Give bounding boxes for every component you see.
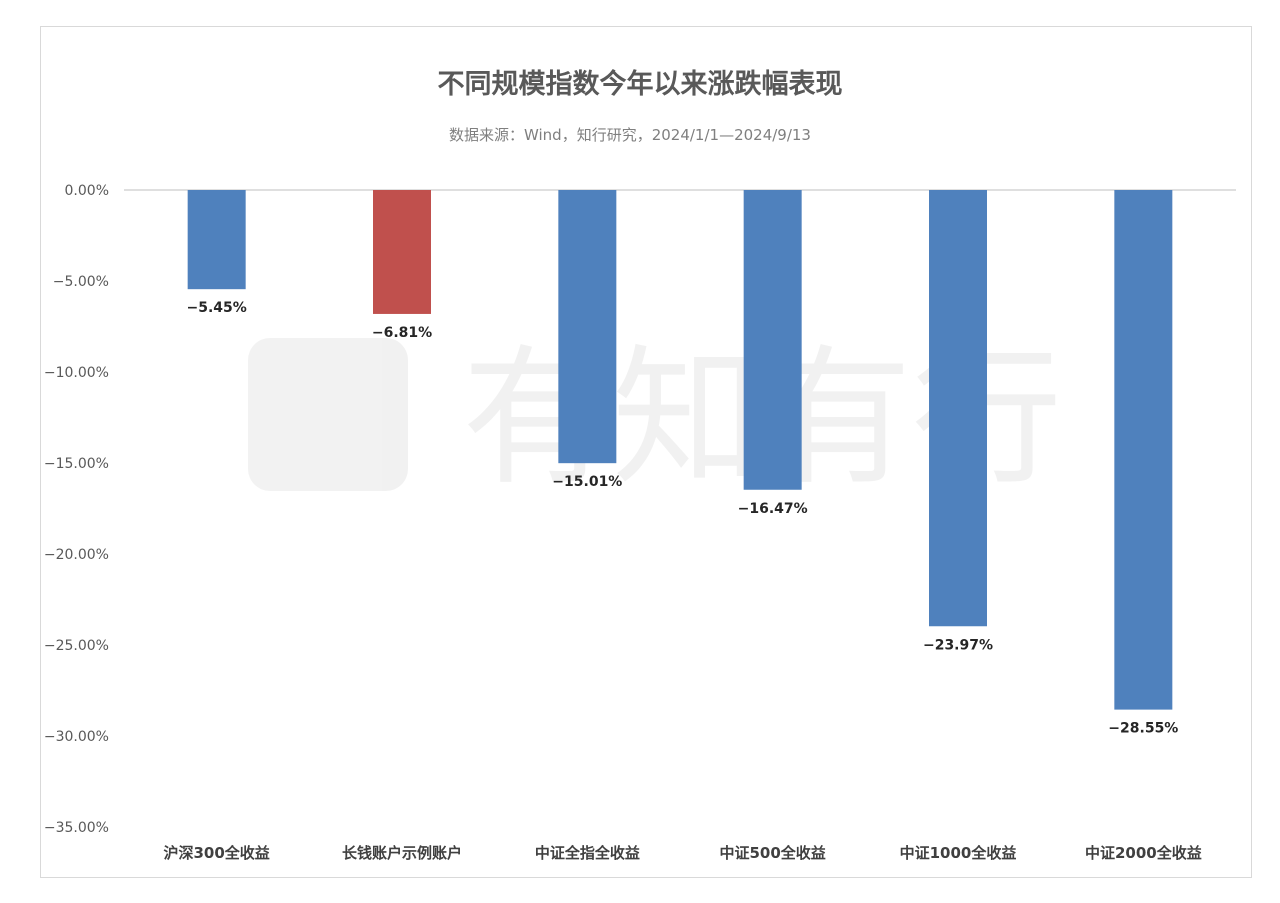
- y-tick-label: −20.00%: [44, 547, 109, 563]
- x-category-label: 长钱账户示例账户: [342, 844, 462, 862]
- bar: [187, 190, 246, 290]
- bar: [1114, 190, 1173, 710]
- chart-subtitle: 数据来源：Wind，知行研究，2024/1/1—2024/9/13: [449, 126, 811, 144]
- bar: [929, 190, 987, 627]
- data-labels: −5.45% −6.81% −15.01% −16.47% −23.97% −28.55%: [187, 300, 1179, 736]
- bar: [558, 190, 617, 464]
- data-label: −6.81%: [372, 325, 432, 341]
- x-category-label: 中证全指全收益: [535, 844, 640, 862]
- y-tick-label: −30.00%: [44, 729, 109, 745]
- x-category-label: 沪深300全收益: [164, 844, 270, 862]
- y-tick-label: −15.00%: [44, 456, 109, 472]
- y-tick-label: −35.00%: [44, 820, 109, 836]
- x-category-label: 中证500全收益: [720, 844, 826, 862]
- x-category-label: 中证1000全收益: [900, 844, 1017, 862]
- x-axis-categories: 沪深300全收益 长钱账户示例账户 中证全指全收益 中证500全收益 中证1000全收益…: [164, 844, 1202, 862]
- data-label: −16.47%: [738, 501, 808, 517]
- chart-frame: [40, 26, 1252, 878]
- watermark-logo: [248, 338, 408, 491]
- bar: [373, 190, 431, 314]
- chart-title: 不同规模指数今年以来涨跌幅表现: [438, 68, 843, 100]
- y-tick-label: −10.00%: [44, 365, 109, 381]
- y-tick-label: −5.00%: [53, 274, 109, 290]
- y-axis-ticks: 0.00% −5.00% −10.00% −15.00% −20.00% −25.00% −…: [44, 183, 109, 836]
- data-label: −5.45%: [187, 300, 247, 316]
- y-tick-label: −25.00%: [44, 638, 109, 654]
- bar: [743, 190, 802, 490]
- data-label: −15.01%: [552, 474, 622, 490]
- y-tick-label: 0.00%: [65, 183, 109, 199]
- bars: [187, 190, 1173, 710]
- x-category-label: 中证2000全收益: [1085, 844, 1202, 862]
- data-label: −28.55%: [1108, 721, 1178, 737]
- data-label: −23.97%: [923, 637, 993, 653]
